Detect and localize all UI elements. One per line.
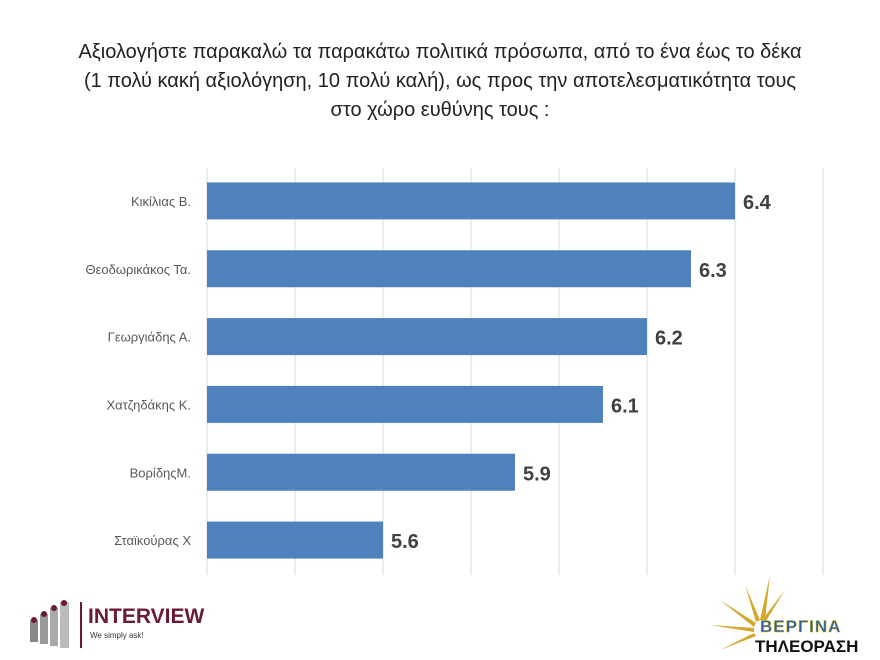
bar	[207, 250, 691, 288]
bar	[207, 385, 603, 423]
bar	[207, 182, 735, 220]
vergina-sun-icon	[710, 575, 785, 650]
category-label: Σταϊκούρας Χ	[114, 533, 191, 548]
bar	[207, 318, 647, 356]
data-label: 6.4	[743, 192, 772, 214]
title-line: στο χώρο ευθύνης τους :	[330, 99, 550, 121]
interview-logo-text: INTERVIEW	[88, 605, 205, 628]
vergina-tv-logo: ΒΕΡΓΙΝΑ ΤΗΛΕΟΡΑΣΗ	[710, 575, 880, 660]
interview-tagline: We simply ask!	[90, 631, 144, 640]
bar	[207, 453, 515, 491]
interview-bars-icon	[30, 600, 69, 648]
vergina-text: ΒΕΡΓΙΝΑ	[760, 617, 842, 637]
title-line: (1 πολύ κακή αξιολόγηση, 10 πολύ καλή), …	[83, 70, 797, 92]
data-label: 5.9	[523, 463, 551, 485]
category-label: ΒορίδηςΜ.	[130, 465, 191, 480]
category-label: Γεωργιάδης Α.	[108, 330, 191, 345]
data-label: 6.1	[611, 395, 639, 417]
data-label: 5.6	[391, 531, 419, 553]
chart-title: Αξιολογήστε παρακαλώ τα παρακάτω πολιτικ…	[0, 38, 880, 125]
data-label: 6.3	[699, 260, 727, 282]
category-label: Κικίλιας Β.	[131, 194, 191, 209]
interview-logo: INTERVIEW We simply ask!	[28, 600, 228, 650]
title-line: Αξιολογήστε παρακαλώ τα παρακάτω πολιτικ…	[78, 41, 802, 63]
category-label: Χατζηδάκης Κ.	[106, 397, 191, 412]
tileorasi-text: ΤΗΛΕΟΡΑΣΗ	[755, 637, 859, 656]
data-label: 6.2	[655, 328, 683, 350]
bar	[207, 521, 383, 559]
category-label: Θεοδωρικάκος Τα.	[85, 262, 191, 277]
